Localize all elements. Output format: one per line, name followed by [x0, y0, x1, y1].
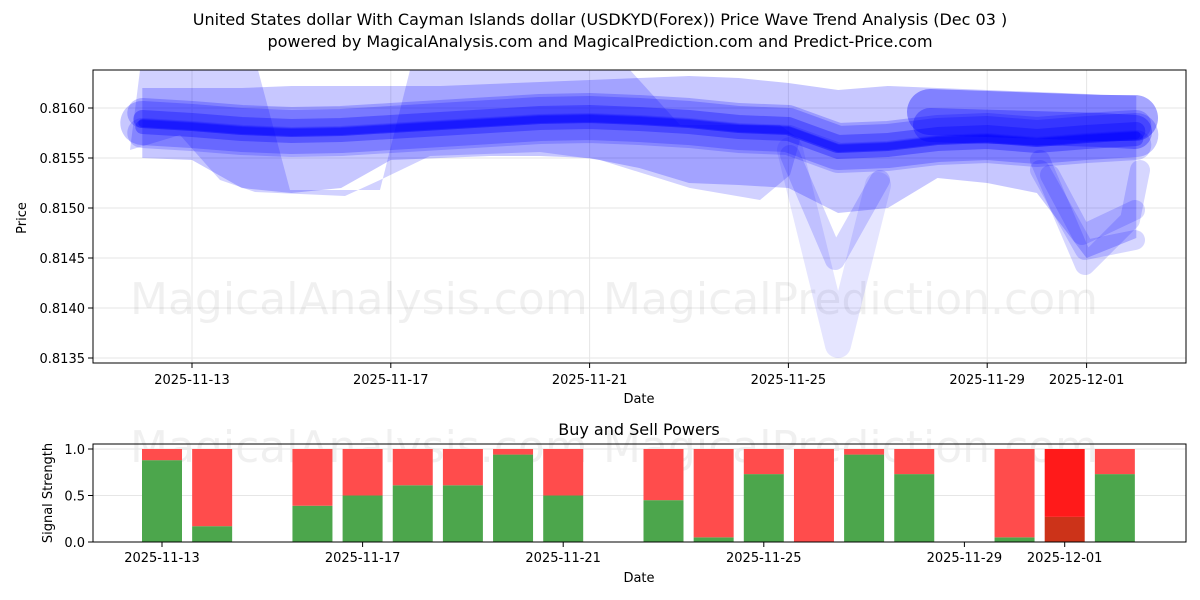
y-tick-label: 0.8160: [40, 102, 86, 117]
buy-bar: [644, 500, 684, 542]
x-tick-label: 2025-11-29: [949, 373, 1025, 388]
x-tick-label: 2025-11-21: [525, 551, 601, 566]
x-tick-label: 2025-11-17: [353, 373, 429, 388]
sell-bar: [744, 449, 784, 474]
buy-bar: [142, 460, 182, 542]
buy-sell-panel: Buy and Sell Powers MagicalAnalysis.com …: [41, 420, 1186, 586]
buy-bar: [894, 474, 934, 542]
signal-x-ticks: 2025-11-13 2025-11-17 2025-11-21 2025-11-25…: [124, 542, 1102, 566]
price-y-ticks: 0.8135 0.8140 0.8145 0.8150 0.8155 0.8160: [40, 102, 94, 367]
x-tick-label: 2025-11-13: [124, 551, 200, 566]
y-tick-label: 0.8140: [40, 302, 86, 317]
buy-bar: [1095, 474, 1135, 542]
sell-bar: [393, 449, 433, 485]
sell-bar: [794, 449, 834, 542]
price-x-label: Date: [623, 392, 654, 407]
x-tick-label: 2025-11-21: [552, 373, 628, 388]
sell-bar: [343, 449, 383, 496]
y-tick-label: 0.5: [64, 490, 85, 505]
sell-bar: [694, 449, 734, 537]
buy-bar: [292, 506, 332, 542]
sell-bar: [644, 449, 684, 500]
price-wave-panel: MagicalAnalysis.com MagicalPrediction.co…: [15, 70, 1186, 407]
x-tick-label: 2025-11-25: [726, 551, 802, 566]
y-tick-label: 1.0: [64, 443, 85, 458]
y-tick-label: 0.0: [64, 536, 85, 551]
buy-bar: [995, 537, 1035, 542]
x-tick-label: 2025-11-17: [325, 551, 401, 566]
sell-bar: [1095, 449, 1135, 474]
signal-y-label: Signal Strength: [41, 443, 56, 543]
buy-bar: [1045, 517, 1085, 542]
y-tick-label: 0.8155: [40, 152, 86, 167]
wave-line: [930, 125, 1135, 132]
y-tick-label: 0.8150: [40, 202, 86, 217]
buy-bar: [694, 537, 734, 542]
x-tick-label: 2025-11-29: [927, 551, 1003, 566]
sell-bar: [292, 449, 332, 506]
buy-bar: [844, 455, 884, 542]
y-tick-label: 0.8145: [40, 252, 86, 267]
sell-bar: [443, 449, 483, 485]
sell-bar: [142, 449, 182, 460]
sell-bar: [192, 449, 232, 526]
buy-bar: [493, 455, 533, 542]
buy-bar: [343, 496, 383, 543]
x-tick-label: 2025-12-01: [1049, 373, 1125, 388]
x-tick-label: 2025-11-13: [154, 373, 230, 388]
sell-bar: [493, 449, 533, 455]
sell-bar: [995, 449, 1035, 537]
y-tick-label: 0.8135: [40, 352, 86, 367]
sell-bar: [1045, 449, 1085, 517]
buy-bar: [393, 485, 433, 542]
signal-y-ticks: 0.0 0.5 1.0: [64, 443, 93, 551]
signal-x-label: Date: [623, 571, 654, 586]
buy-bar: [192, 526, 232, 542]
x-tick-label: 2025-11-25: [751, 373, 827, 388]
sell-bar: [844, 449, 884, 455]
price-x-ticks: 2025-11-13 2025-11-17 2025-11-21 2025-11-25…: [154, 363, 1124, 388]
x-tick-label: 2025-12-01: [1027, 551, 1103, 566]
buy-bar: [443, 485, 483, 542]
sell-bar: [543, 449, 583, 496]
price-y-label: Price: [15, 202, 30, 234]
sell-bar: [894, 449, 934, 474]
chart-canvas: MagicalAnalysis.com MagicalPrediction.co…: [0, 0, 1200, 600]
buy-bar: [543, 496, 583, 543]
watermark-left: MagicalAnalysis.com: [130, 274, 588, 325]
buy-bar: [744, 474, 784, 542]
